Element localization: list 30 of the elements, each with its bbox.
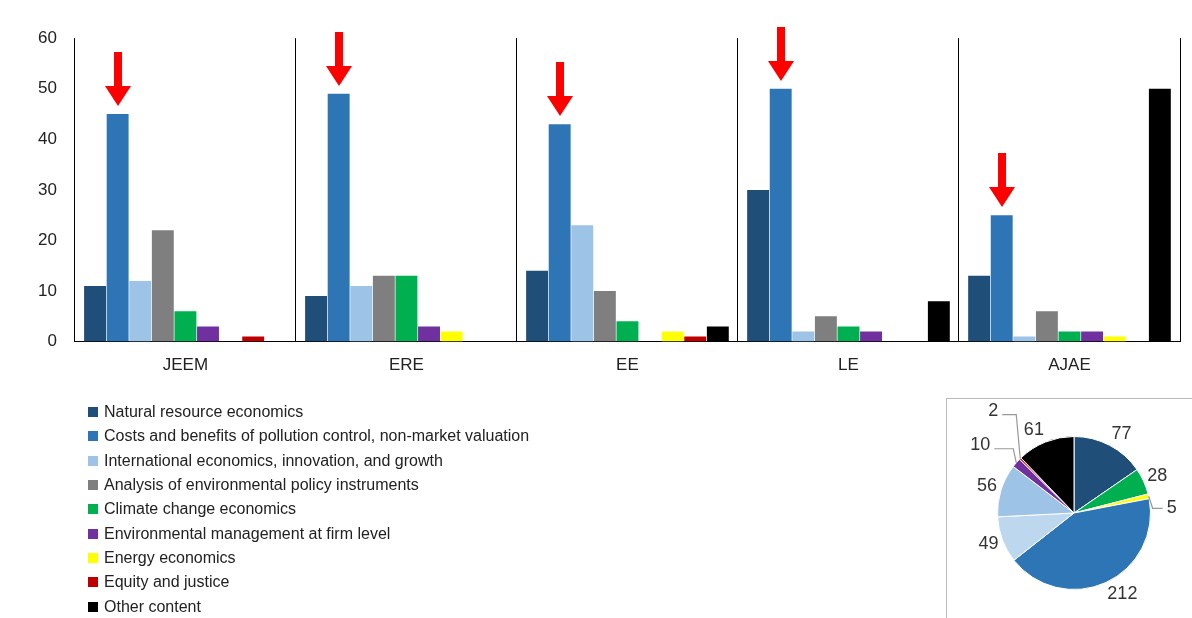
data-label: 10 [970, 433, 991, 454]
legend-label: Equity and justice [104, 573, 230, 592]
data-label: 2 [988, 399, 999, 420]
data-label: 61 [1023, 418, 1044, 439]
data-label: 28 [1147, 464, 1168, 485]
x-tick-label: EE [616, 355, 639, 375]
x-tick-label: JEEM [162, 355, 209, 375]
y-tick-label: 50 [37, 78, 57, 98]
data-label: 77 [1111, 422, 1132, 443]
x-tick-label: ERE [388, 355, 424, 375]
legend-label: Analysis of environmental policy instruments [104, 476, 419, 495]
legend-label: Environmental management at firm level [104, 524, 391, 543]
legend-label: International economics, innovation, and growth [104, 451, 443, 470]
legend-label: Other content [104, 597, 201, 616]
x-tick-label: AJAE [1048, 355, 1091, 375]
y-tick-label: 10 [37, 280, 57, 300]
y-tick-label: 0 [47, 331, 57, 351]
data-label: 49 [978, 533, 999, 554]
legend-label: Climate change economics [104, 500, 297, 519]
data-label: 56 [977, 475, 998, 496]
legend-label: Natural resource economics [104, 403, 304, 422]
y-tick-label: 30 [37, 179, 57, 199]
data-label: 5 [1166, 497, 1177, 518]
legend-label: Costs and benefits of pollution control, non-market valuation [104, 427, 530, 446]
legend-label: Energy economics [104, 548, 236, 567]
y-tick-label: 60 [37, 27, 57, 47]
data-label: 212 [1107, 583, 1138, 604]
y-tick-label: 20 [37, 230, 57, 250]
y-tick-label: 40 [37, 129, 57, 149]
x-tick-label: LE [838, 355, 859, 375]
